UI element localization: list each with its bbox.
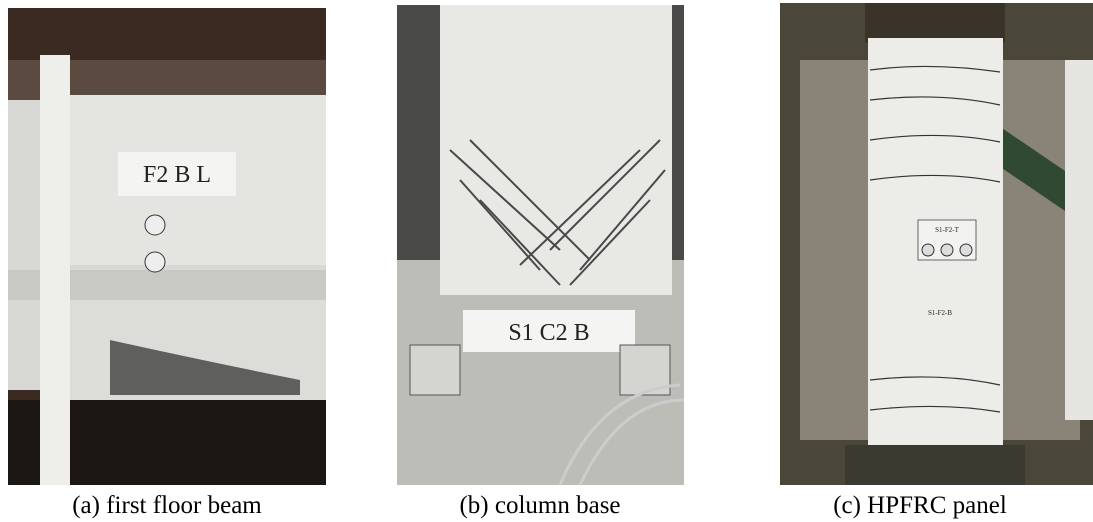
photo-a: F2 B L [8,8,326,485]
caption: (b) column base [459,492,620,519]
photo-label: S1 C2 B [508,320,589,346]
caption: (a) first floor beam [72,492,262,519]
photo-label: F2 B L [143,162,211,188]
figure: F2 B L S1 C2 B S1-F2-T [0,0,1093,522]
photo-label: S1-F2-B [928,309,952,317]
photo-b: S1 C2 B [397,5,684,485]
photo-label: S1-F2-T [935,226,959,234]
photo-c: S1-F2-T S1-F2-B [780,3,1093,485]
caption: (c) HPFRC panel [833,492,1007,519]
